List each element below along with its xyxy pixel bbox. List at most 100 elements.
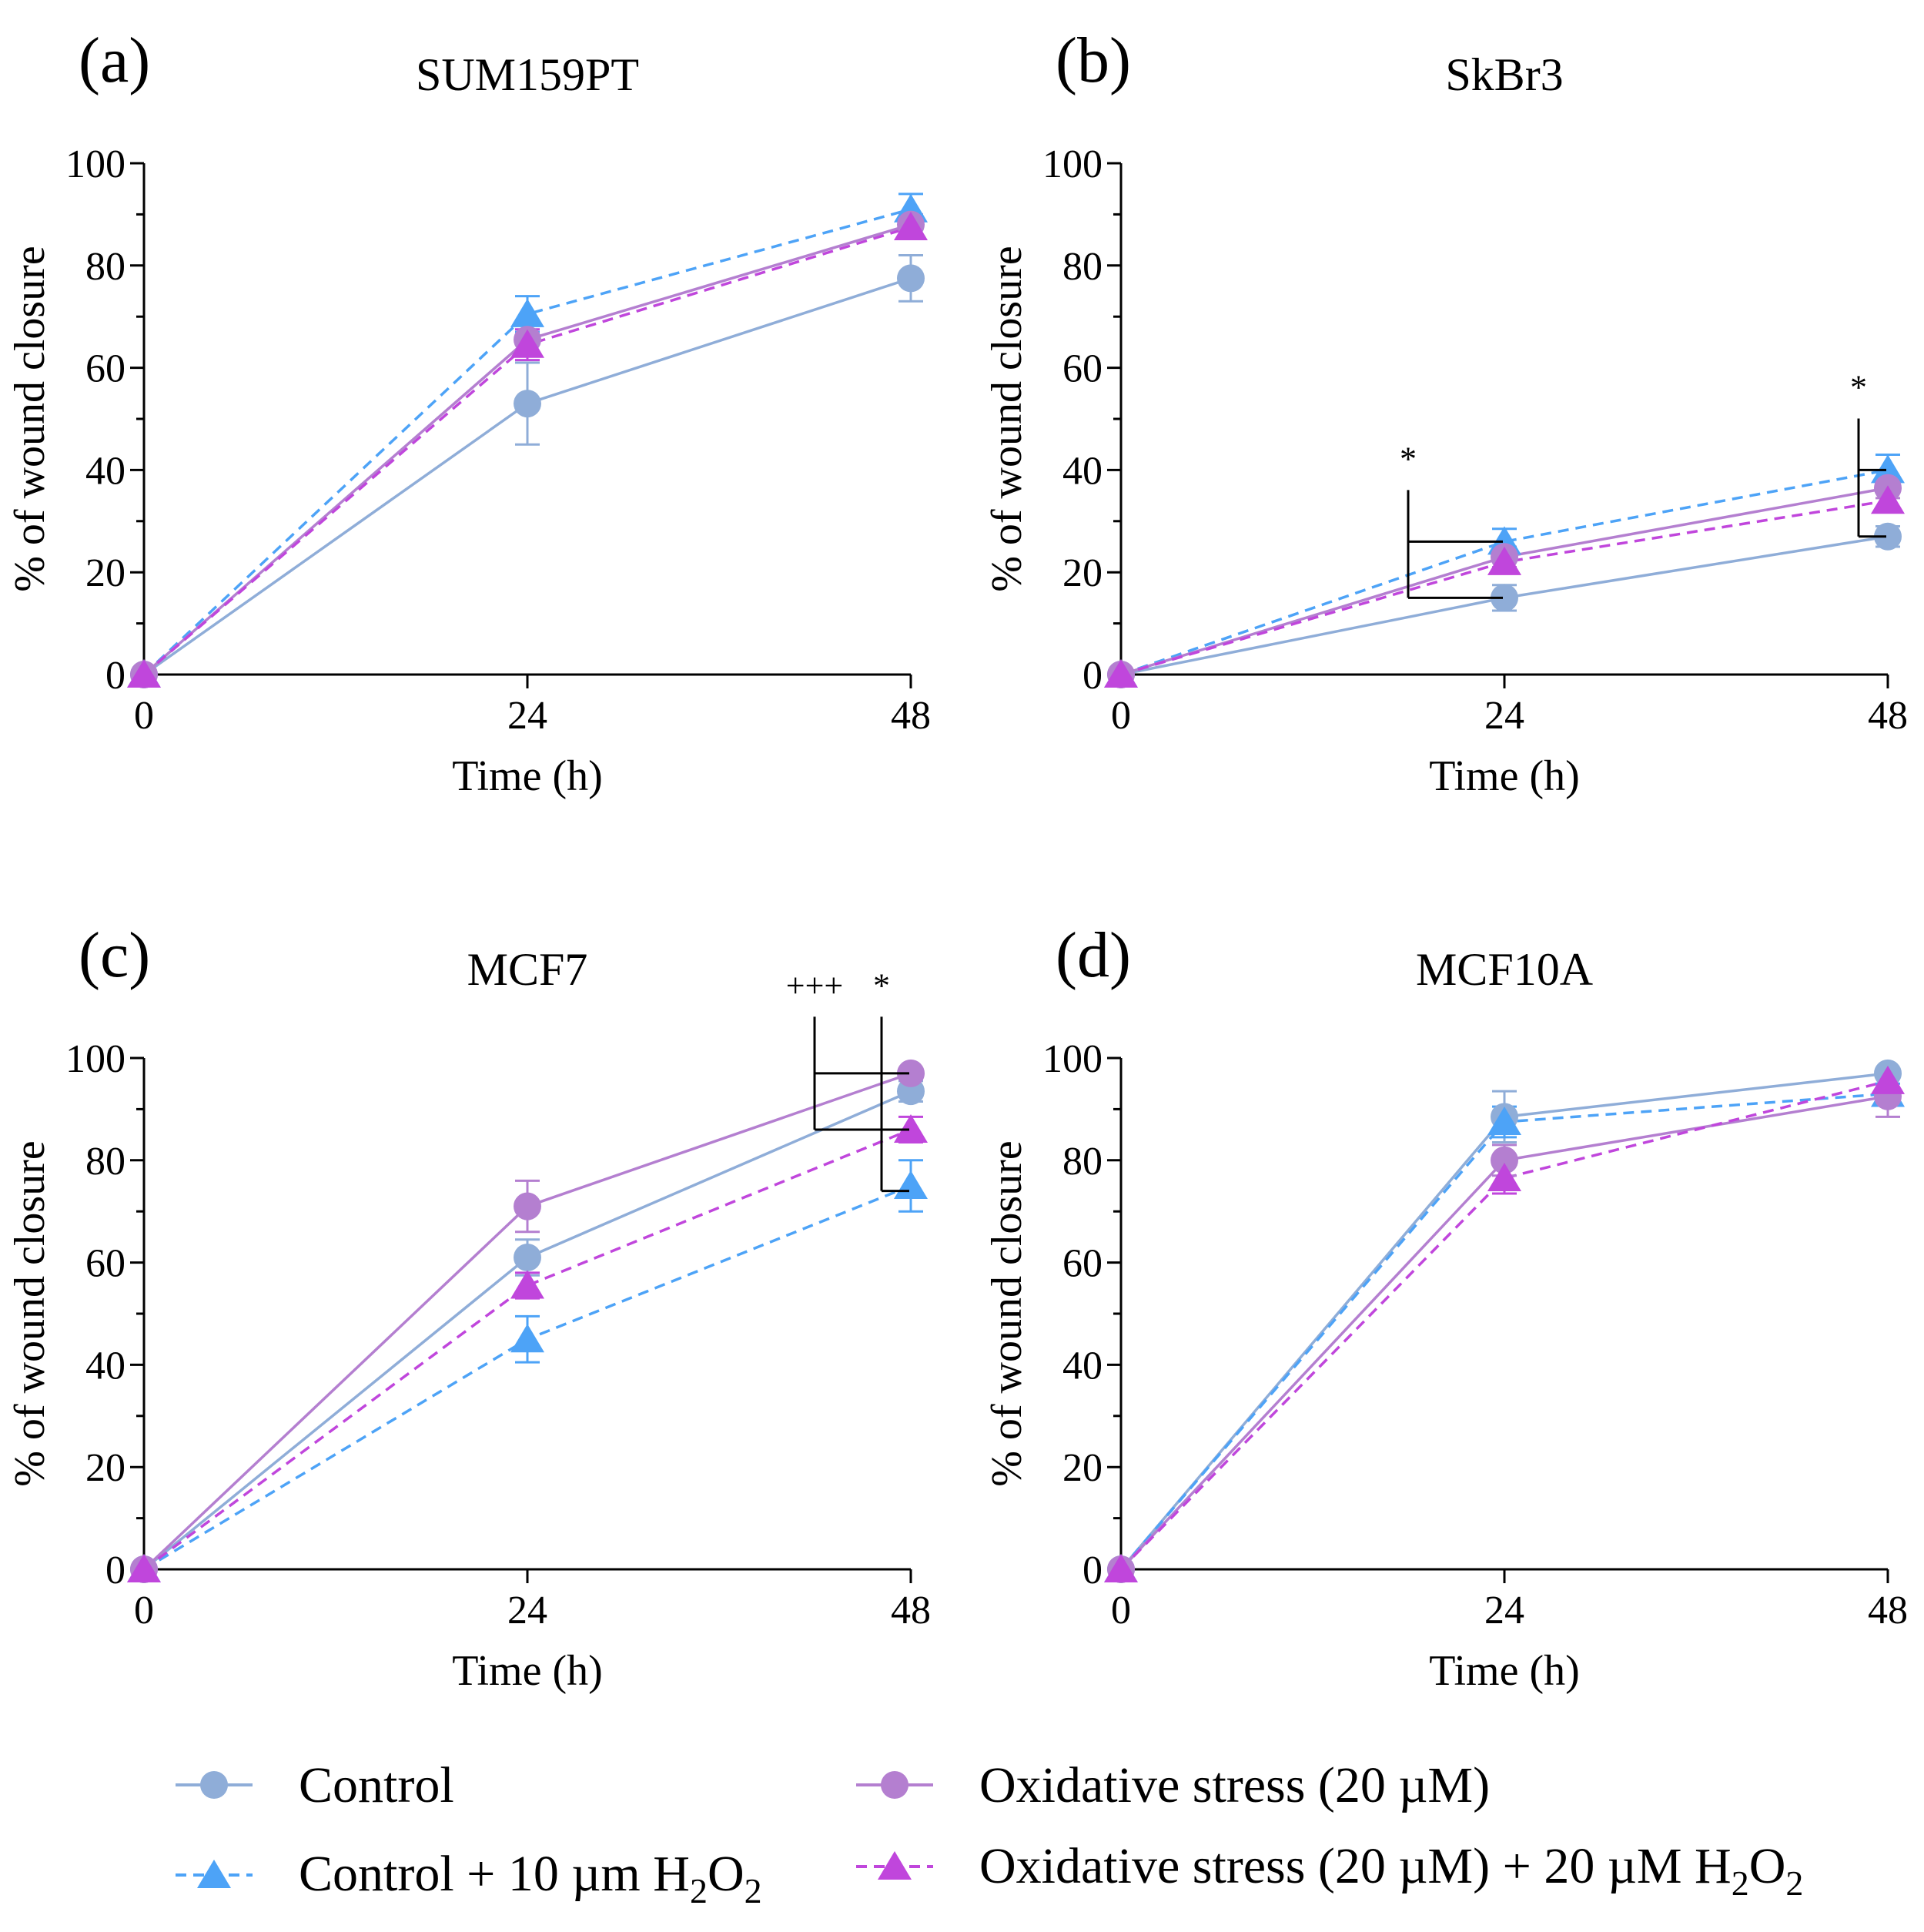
x-tick-label: 24 (1484, 1589, 1524, 1632)
y-tick-label: 0 (1082, 1549, 1103, 1592)
x-tick-label: 24 (1484, 694, 1524, 738)
significance-bracket (1407, 490, 1503, 599)
data-point-control-h2o2 (894, 1170, 928, 1199)
data-point-ox (514, 1192, 541, 1220)
data-point-ox-h2o2 (127, 1554, 161, 1582)
x-tick-label: 0 (134, 1589, 154, 1632)
y-axis-label: % of wound closure (983, 246, 1031, 591)
significance-bracket (880, 1016, 909, 1193)
series-line-ox-h2o2 (1119, 1080, 1889, 1571)
significance-label: * (1850, 368, 1867, 406)
data-point-ox-h2o2 (1104, 659, 1138, 688)
data-point-ox-h2o2 (1487, 546, 1521, 575)
y-tick-label: 40 (85, 1344, 125, 1388)
data-point-control (1874, 522, 1902, 551)
data-point-control (514, 1243, 541, 1271)
panel-letter: (c) (79, 919, 150, 991)
series-line-ox-h2o2 (142, 1128, 912, 1571)
panel-letter: (a) (79, 25, 150, 96)
data-point-control (1491, 584, 1518, 612)
y-tick-label: 80 (1062, 1140, 1103, 1184)
data-point-control-h2o2 (510, 1324, 544, 1353)
series-line-control-h2o2 (1120, 468, 1889, 676)
y-tick-label: 80 (1062, 245, 1103, 289)
series-line-ox (142, 223, 912, 676)
chart-title: MCF7 (467, 944, 588, 995)
x-axis-label: Time (h) (452, 752, 603, 800)
legend-label-ox: Oxidative stress (20 µM) (979, 1757, 1490, 1813)
y-tick-label: 100 (1042, 142, 1103, 186)
y-tick-label: 0 (105, 1549, 125, 1592)
legend-marker-control (200, 1771, 228, 1799)
y-axis-label: % of wound closure (6, 1140, 54, 1486)
y-tick-label: 20 (85, 1446, 125, 1490)
data-point-ox-h2o2 (894, 1113, 928, 1143)
chart-title: MCF10A (1416, 944, 1593, 995)
data-point-ox (1491, 1146, 1518, 1174)
data-point-ox-h2o2 (127, 659, 161, 688)
data-point-control (514, 390, 541, 418)
significance-label: * (1400, 440, 1417, 477)
series-line-ox-h2o2 (142, 226, 912, 676)
data-point-control-h2o2 (1487, 1107, 1521, 1135)
x-tick-label: 48 (1868, 1589, 1908, 1632)
legend-item-ox: Oxidative stress (20 µM) (856, 1757, 1490, 1813)
data-point-control-h2o2 (1871, 454, 1905, 484)
y-tick-label: 80 (85, 245, 125, 289)
data-point-ox-h2o2 (1871, 485, 1905, 514)
y-tick-label: 80 (85, 1140, 125, 1184)
chart-title: SkBr3 (1445, 49, 1563, 100)
y-tick-label: 20 (85, 551, 125, 595)
data-point-ox-h2o2 (1871, 1065, 1905, 1094)
x-tick-label: 0 (1111, 694, 1131, 738)
chart-panel-d: (d) MCF10A 0 20 40 60 80 100 0 24 48 Time (h) % of w… (983, 919, 1908, 1695)
series-line-ox (1120, 486, 1889, 676)
x-tick-label: 0 (1111, 1589, 1131, 1632)
legend-item-control: Control (176, 1757, 454, 1813)
x-tick-label: 48 (891, 1589, 931, 1632)
legend: Control Control + 10 µm H2O2 Oxidative s… (176, 1757, 1803, 1910)
data-point-ox-h2o2 (510, 329, 544, 358)
y-tick-label: 40 (1062, 449, 1103, 493)
chart-title: SUM159PT (416, 49, 639, 100)
legend-item-control-h2o2: Control + 10 µm H2O2 (176, 1846, 762, 1910)
x-tick-label: 48 (891, 694, 931, 738)
legend-marker-control-h2o2 (197, 1860, 231, 1888)
x-tick-label: 48 (1868, 694, 1908, 738)
data-point-ox-h2o2 (1104, 1554, 1138, 1582)
x-axis-label: Time (h) (1429, 752, 1580, 800)
y-tick-label: 100 (1042, 1037, 1103, 1081)
x-tick-label: 0 (134, 694, 154, 738)
y-axis-label: % of wound closure (6, 246, 54, 591)
x-axis-label: Time (h) (452, 1647, 603, 1695)
x-tick-label: 24 (507, 1589, 547, 1632)
significance-label: +++ (786, 966, 843, 1004)
legend-label-control-h2o2: Control + 10 µm H2O2 (299, 1846, 762, 1910)
data-point-control (897, 264, 925, 293)
x-axis-label: Time (h) (1429, 1647, 1580, 1695)
y-tick-label: 0 (1082, 654, 1103, 698)
y-tick-label: 60 (1062, 1242, 1103, 1286)
y-axis-label: % of wound closure (983, 1140, 1031, 1486)
legend-label-control: Control (299, 1757, 454, 1813)
data-point-control-h2o2 (510, 298, 544, 327)
y-tick-label: 60 (85, 347, 125, 391)
data-point-ox-h2o2 (1487, 1163, 1521, 1192)
panel-letter: (d) (1056, 919, 1131, 991)
significance-label: * (873, 966, 890, 1004)
y-tick-label: 20 (1062, 551, 1103, 595)
panel-letter: (b) (1056, 25, 1131, 96)
y-tick-label: 100 (65, 1037, 125, 1081)
data-point-ox-h2o2 (894, 212, 928, 240)
chart-panel-c: (c) MCF7 0 20 40 60 80 100 0 24 48 Time (h) % of wou… (6, 919, 931, 1695)
y-tick-label: 0 (105, 654, 125, 698)
significance-bracket (1857, 418, 1886, 538)
legend-marker-ox-h2o2 (878, 1851, 912, 1880)
y-tick-label: 100 (65, 142, 125, 186)
data-point-ox (897, 1059, 925, 1087)
y-tick-label: 60 (85, 1242, 125, 1286)
chart-panel-b: (b) SkBr3 0 20 40 60 80 100 0 24 48 Time (h) % of wo… (983, 25, 1908, 800)
y-tick-label: 40 (85, 449, 125, 493)
legend-item-ox-h2o2: Oxidative stress (20 µM) + 20 µM H2O2 (856, 1838, 1803, 1903)
